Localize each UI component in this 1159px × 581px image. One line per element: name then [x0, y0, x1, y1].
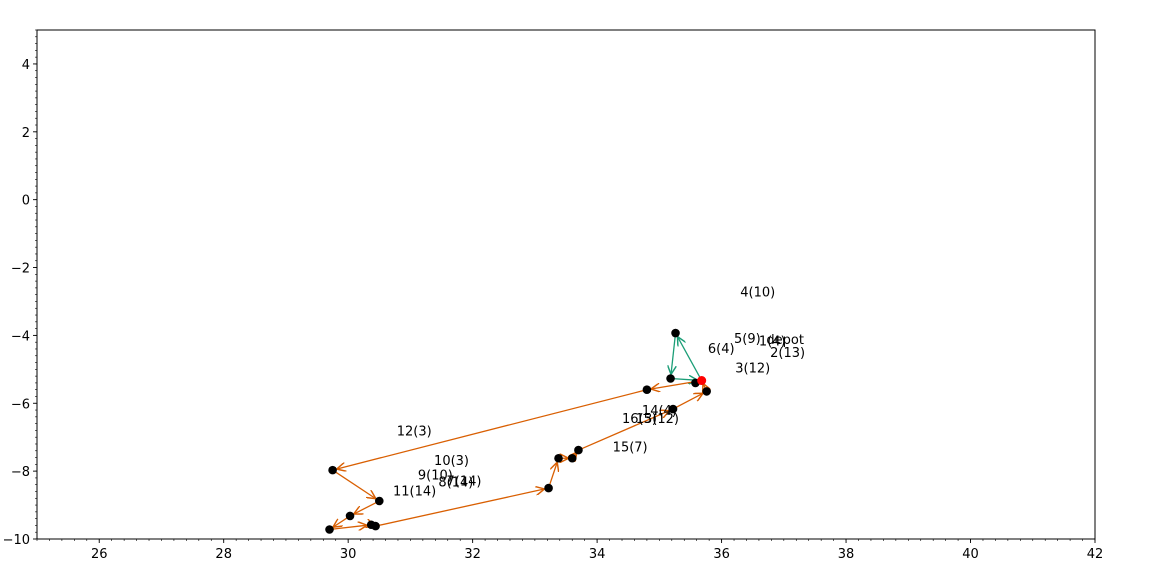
customer-point [666, 374, 675, 383]
y-tick-label: −8 [11, 465, 30, 480]
x-tick-label: 34 [589, 547, 606, 562]
major-ticks: 26 28 30 32 34 36 38 40 42 −10 −8 −6 −4 −2 0 2 4 [3, 58, 1104, 562]
route-2-segment [580, 411, 668, 450]
node-label: 4(10) [740, 285, 775, 300]
route-2-segment [548, 463, 557, 487]
y-tick-label: −4 [11, 329, 30, 344]
plot-frame [36, 29, 1096, 540]
customer-points [325, 328, 711, 534]
y-tick-label: 0 [22, 194, 30, 209]
customer-point [668, 404, 678, 414]
node-label: 13(12) [636, 412, 679, 427]
x-tick-label: 42 [1087, 547, 1104, 562]
route-1-segment [678, 337, 702, 380]
route-2-segment [674, 394, 702, 409]
x-tick-label: 36 [713, 547, 730, 562]
customer-point [574, 445, 583, 455]
customer-point [325, 525, 334, 534]
routes [331, 334, 705, 529]
node-label: 16(5) [622, 412, 657, 427]
node-label: 10(3) [434, 454, 469, 469]
node-label: 12(3) [397, 425, 432, 440]
route-2-segment [334, 516, 349, 527]
route-2-segment [354, 501, 378, 514]
y-tick-label: −6 [11, 397, 30, 412]
route-1-segment [671, 334, 675, 374]
y-tick-label: −2 [11, 262, 30, 277]
customer-point [642, 385, 652, 394]
customer-point [702, 387, 711, 396]
x-tick-label: 28 [215, 547, 232, 562]
customer-point [371, 521, 380, 531]
route-2-segment [377, 489, 544, 527]
node-label: depot [766, 333, 804, 348]
customer-point [374, 496, 384, 506]
depot-point [697, 376, 707, 386]
customer-point [544, 483, 553, 493]
y-tick-label: −10 [3, 533, 30, 548]
node-label: 14(4) [642, 404, 677, 419]
node-label: 5(9) [734, 332, 761, 347]
node-label: 11(14) [393, 485, 436, 500]
node-label: 3(12) [735, 362, 770, 377]
y-tick-label: 4 [22, 58, 30, 73]
x-tick-label: 32 [464, 547, 481, 562]
route-2-segment [331, 525, 366, 529]
customer-point [345, 511, 355, 521]
x-tick-label: 40 [962, 547, 979, 562]
node-label: 9(10) [418, 469, 453, 484]
customer-point [567, 453, 577, 463]
node-label: 8(14) [438, 475, 473, 490]
y-tick-label: 2 [22, 126, 30, 141]
node-label: 6(4) [708, 342, 735, 357]
customer-point [554, 453, 563, 463]
route-2-segment [337, 389, 646, 469]
customer-point [328, 465, 337, 475]
x-tick-label: 38 [838, 547, 855, 562]
node-label: 7(14) [447, 474, 482, 489]
route-2-segment [333, 470, 375, 498]
node-label: 2(13) [770, 346, 805, 361]
x-tick-label: 30 [340, 547, 357, 562]
x-tick-label: 26 [91, 547, 108, 562]
customer-point [671, 328, 680, 338]
node-label: 15(7) [613, 440, 648, 455]
plot-area [37, 30, 1095, 539]
node-label: 1(4) [759, 335, 786, 350]
